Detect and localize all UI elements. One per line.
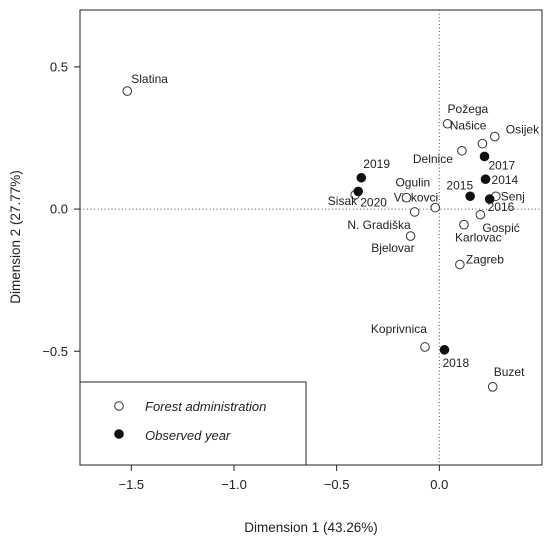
legend-label-forest-administration: Forest administration (145, 399, 266, 414)
forest-point-karlovac (459, 219, 469, 230)
point-label-buzet: Buzet (494, 365, 525, 379)
point-label-senj: Senj (501, 189, 525, 203)
plot-frame (79, 9, 543, 466)
point-label-2018: 2018 (442, 356, 469, 370)
legend-box (79, 381, 307, 466)
legend-filled-circle-marker (114, 429, 124, 439)
forest-point-nasice (477, 138, 488, 149)
point-label-delnice: Delnice (413, 152, 453, 166)
point-label-karlovac: Karlovac (455, 231, 502, 245)
data-points: Slatina Požega Osijek Našice Delnice Senj Vink… (122, 72, 540, 392)
legend: Forest administration Observed year (79, 381, 307, 466)
forest-point-n-gradiska (409, 207, 420, 217)
forest-point-koprivnica (420, 342, 430, 352)
y-tick-label: 0.0 (50, 202, 68, 217)
x-tick-label: −0.5 (324, 477, 350, 492)
forest-point-ogulin (401, 192, 412, 203)
year-point-2015 (465, 191, 475, 202)
point-label-slatina: Slatina (131, 72, 168, 86)
year-point-2018 (439, 345, 450, 355)
x-tick-label: −1.5 (118, 477, 144, 492)
year-point-2020 (353, 186, 364, 197)
x-axis: −1.5 −1.0 −0.5 0.0 (118, 465, 448, 492)
forest-point-osijek (489, 131, 500, 142)
forest-point-pozega (442, 118, 453, 129)
year-point-2016 (484, 194, 495, 204)
forest-point-delnice (457, 145, 467, 156)
forest-point-vinkovci (430, 202, 441, 213)
point-label-2020: 2020 (360, 195, 387, 209)
point-label-n-gradiska: N. Gradiška (347, 218, 411, 232)
year-point-2014 (480, 174, 491, 185)
y-axis: 0.5 0.0 −0.5 (42, 59, 80, 359)
y-tick-label: −0.5 (42, 344, 68, 359)
point-label-osijek: Osijek (506, 123, 540, 137)
point-label-koprivnica: Koprivnica (371, 322, 427, 336)
x-axis-title: Dimension 1 (43.26%) (244, 520, 378, 535)
point-label-bjelovar: Bjelovar (371, 241, 414, 255)
point-label-gospic: Gospić (482, 221, 519, 235)
point-label-vinkovci: Vinkovci (394, 191, 438, 205)
year-point-2017 (479, 151, 490, 162)
forest-point-zagreb (455, 259, 465, 270)
legend-open-circle-marker (114, 401, 124, 411)
point-label-2014: 2014 (492, 173, 519, 187)
forest-point-bjelovar (405, 231, 416, 241)
legend-label-observed-year: Observed year (145, 428, 231, 443)
year-point-2019 (356, 172, 367, 183)
point-label-2015: 2015 (446, 178, 473, 192)
point-label-zagreb: Zagreb (466, 253, 504, 267)
reference-lines (80, 10, 542, 465)
point-label-2019: 2019 (363, 157, 390, 171)
y-axis-title: Dimension 2 (27.77%) (8, 170, 23, 304)
x-tick-label: −1.0 (221, 477, 247, 492)
forest-point-buzet (487, 381, 498, 392)
point-label-ogulin: Ogulin (395, 176, 430, 190)
forest-point-slatina (122, 86, 133, 96)
point-label-2017: 2017 (489, 158, 516, 172)
point-label-pozega: Požega (448, 102, 489, 116)
y-tick-label: 0.5 (50, 59, 68, 74)
point-label-nasice: Našice (450, 119, 487, 133)
point-label-2016: 2016 (488, 200, 515, 214)
point-label-sisak: Sisak (328, 194, 358, 208)
x-tick-label: 0.0 (430, 477, 448, 492)
forest-point-gospic (475, 209, 486, 220)
